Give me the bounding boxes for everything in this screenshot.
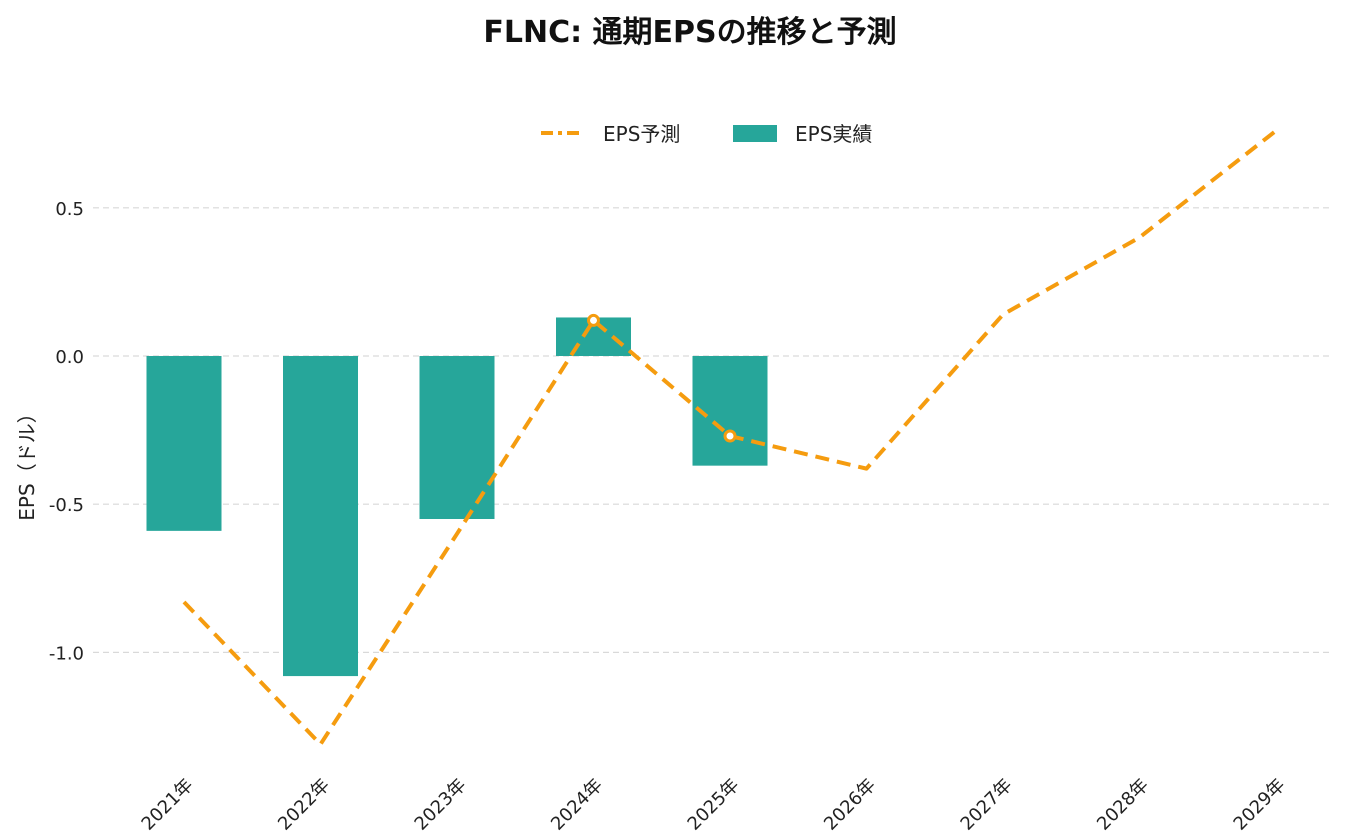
eps-actual-bar [146,355,222,531]
x-tick-label: 2028年 [1093,775,1153,835]
chart-title: FLNC: 通期EPSの推移と予測 [483,15,896,50]
x-tick-label: 2021年 [138,775,198,835]
legend-forecast-label: EPS予測 [603,122,680,146]
x-tick-label: 2025年 [684,775,744,835]
eps-actual-bar [283,355,358,677]
eps-forecast-marker [587,313,600,327]
x-tick-label: 2023年 [411,775,471,835]
legend: EPS予測 EPS実績 [541,122,872,146]
y-axis-ticks: 0.5 0.0 -0.5 -1.0 [49,199,84,665]
x-tick-label: 2027年 [957,775,1017,835]
bars [146,317,768,677]
legend-bar-swatch [733,125,777,142]
x-tick-label: 2022年 [274,775,334,835]
x-tick-label: 2024年 [547,775,607,835]
y-tick-label: -1.0 [49,643,84,664]
grid [93,207,1330,653]
forecast-line [182,129,1278,747]
x-tick-label: 2029年 [1230,775,1290,835]
eps-forecast-marker [723,429,737,443]
x-tick-label: 2026年 [820,775,880,835]
x-axis-ticks: 2021年 2022年 2023年 2024年 2025年 2026年 2027年 2028年… [138,775,1290,835]
y-tick-label: -0.5 [49,495,84,516]
y-tick-label: 0.0 [55,347,84,368]
legend-actual-label: EPS実績 [795,122,872,146]
eps-actual-bar [692,355,768,466]
y-tick-label: 0.5 [55,199,84,220]
y-axis-label: EPS（ドル） [15,403,39,520]
